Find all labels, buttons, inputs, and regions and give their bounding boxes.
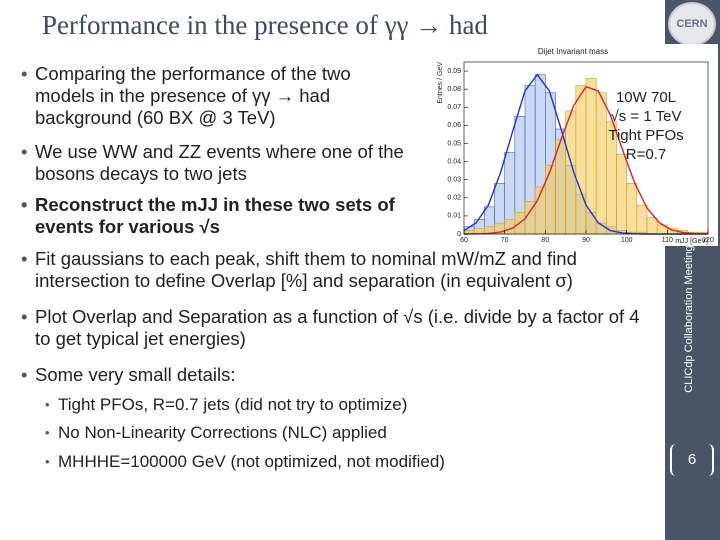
y-tick-label: 0.05 — [447, 140, 461, 147]
x-tick-label: 70 — [501, 237, 509, 244]
x-axis-label: mJJ [GeV] — [675, 238, 708, 245]
x-tick-label: 80 — [541, 237, 549, 244]
bullet: We use WW and ZZ events where one of the… — [21, 141, 415, 185]
x-tick-label: 100 — [621, 237, 633, 244]
sub-bullet: Tight PFOs, R=0.7 jets (did not try to o… — [45, 394, 407, 416]
bullet: Reconstruct the mJJ in these two sets of… — [21, 194, 415, 238]
y-tick-label: 0.07 — [447, 104, 461, 111]
y-tick-label: 0.03 — [447, 177, 461, 184]
histogram-bar — [585, 77, 597, 235]
annotation: √s = 1 TeV — [611, 108, 682, 125]
histogram-bar — [575, 85, 587, 235]
slide-title: Performance in the presence of γγ → had — [42, 10, 488, 40]
y-tick-label: 0.02 — [447, 195, 461, 202]
bullet: Comparing the performance of the two mod… — [21, 63, 410, 129]
x-tick-label: 110 — [662, 237, 673, 244]
y-tick-label: 0.08 — [447, 86, 461, 93]
annotation: R=0.7 — [626, 146, 666, 163]
bullet: Plot Overlap and Separation as a functio… — [21, 306, 645, 350]
histogram-bar — [595, 92, 607, 235]
bullet: Some very small details: — [21, 364, 645, 386]
histogram-bar — [636, 204, 648, 235]
sidebar-text: CLICdp Collaboration Meeting — [683, 245, 695, 393]
y-tick-label: 0.04 — [447, 158, 461, 165]
histogram-bar — [646, 217, 658, 235]
histogram-bar — [504, 219, 516, 235]
chart: Dijet Invariant mass 0 0.01 0.02 0.03 0.04 0.… — [428, 44, 718, 246]
logo: CERN — [668, 2, 716, 46]
annotation: Tight PFOs — [608, 127, 683, 144]
page-number: 6 — [670, 444, 714, 476]
histogram-bar — [555, 139, 566, 235]
sub-bullet: No Non-Linearity Corrections (NLC) appli… — [45, 422, 387, 444]
x-tick-label: 120 — [702, 237, 714, 244]
y-tick-label: 0.06 — [447, 122, 461, 129]
annotation: 10W 70L — [616, 89, 676, 106]
histogram-bar — [616, 154, 627, 235]
y-axis-label: Entries / GeV — [437, 62, 444, 104]
sub-bullet: MHHHE=100000 GeV (not optimized, not mod… — [45, 451, 445, 473]
chart-title: Dijet Invariant mass — [538, 47, 608, 56]
x-tick-label: 60 — [460, 237, 468, 244]
histogram-bar — [626, 183, 638, 235]
y-tick-label: 0.01 — [447, 213, 461, 220]
x-tick-label: 90 — [582, 237, 590, 244]
y-tick-label: 0.09 — [447, 68, 461, 75]
y-tick-label: 0 — [457, 231, 461, 238]
histogram-bar — [545, 164, 556, 235]
bullet: Fit gaussians to each peak, shift them t… — [21, 248, 645, 292]
